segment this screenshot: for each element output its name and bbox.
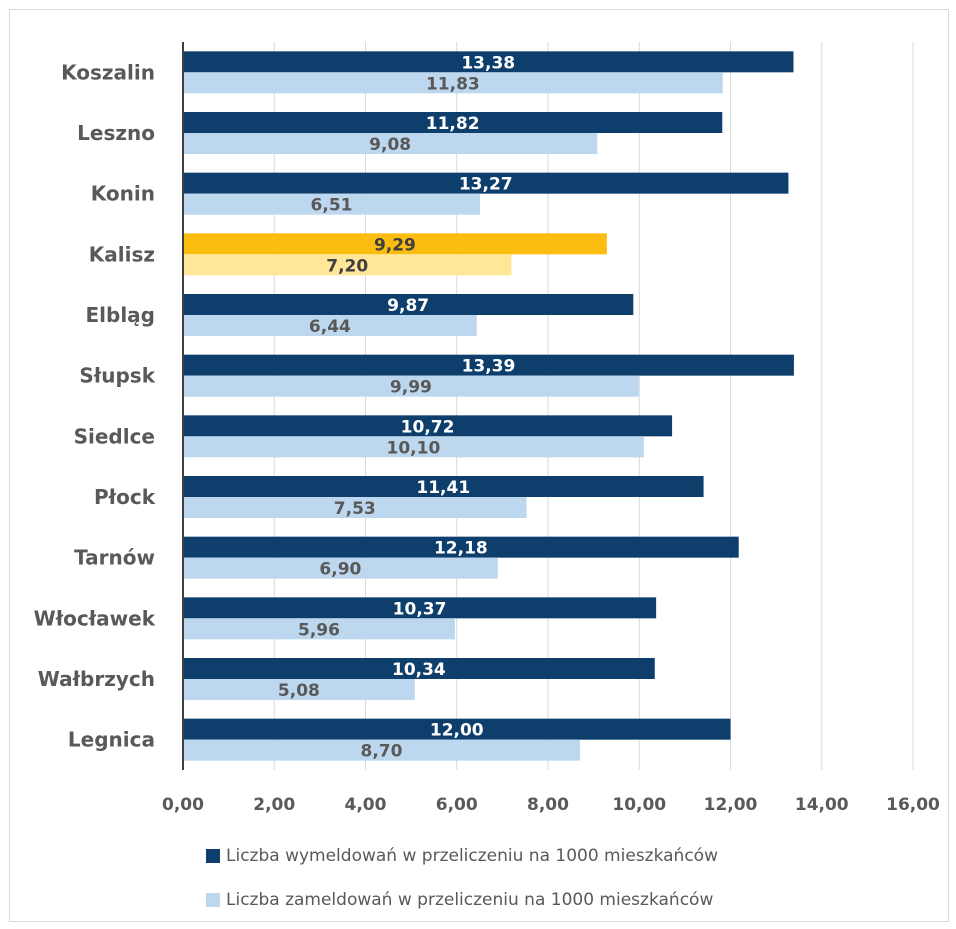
bar-outflow <box>183 233 607 255</box>
category-label: Siedlce <box>74 424 155 448</box>
x-tick-label: 12,00 <box>704 795 758 815</box>
x-tick-label: 2,00 <box>253 795 295 815</box>
category-label: Konin <box>91 182 155 206</box>
data-label: 8,70 <box>360 742 402 762</box>
bar-outflow <box>183 172 789 194</box>
x-tick-label: 0,00 <box>162 795 204 815</box>
bar-inflow <box>183 739 580 761</box>
bar-outflow <box>183 112 723 133</box>
bar-inflow <box>183 618 455 640</box>
category-label: Słupsk <box>79 364 155 388</box>
category-label: Wałbrzych <box>38 667 155 691</box>
bar-inflow <box>183 497 527 518</box>
data-label: 5,96 <box>298 620 340 640</box>
legend-item-inflow: Liczba zameldowań w przeliczeniu na 1000… <box>206 890 713 910</box>
bar-outflow <box>183 658 655 679</box>
bar-outflow <box>183 51 794 73</box>
category-label: Leszno <box>77 121 155 145</box>
legend-swatch-inflow <box>206 893 220 907</box>
data-label: 10,72 <box>401 417 455 437</box>
data-label: 6,51 <box>311 196 353 216</box>
category-label: Kalisz <box>89 242 155 266</box>
x-tick-label: 4,00 <box>345 795 387 815</box>
bar-inflow <box>183 315 477 336</box>
x-tick-labels: 0,00 2,00 4,00 6,00 8,00 10,00 12,00 14,00 16,00 <box>162 795 940 815</box>
legend-label-outflow: Liczba wymeldowań w przeliczeniu na 1000… <box>226 846 718 866</box>
category-label: Legnica <box>68 728 155 752</box>
bar-inflow <box>183 193 481 215</box>
category-label: Elbląg <box>85 303 155 327</box>
bar-inflow <box>183 254 512 276</box>
data-label: 9,08 <box>369 135 411 155</box>
data-label: 9,99 <box>390 378 432 398</box>
x-tick-label: 16,00 <box>886 795 940 815</box>
data-label: 5,08 <box>278 681 320 701</box>
legend-label-inflow: Liczba zameldowań w przeliczeniu na 1000… <box>226 890 714 910</box>
data-label: 7,20 <box>326 256 368 276</box>
data-label: 13,27 <box>459 175 513 195</box>
bar-outflow <box>183 718 731 740</box>
category-label: Płock <box>94 485 156 509</box>
bar-outflow <box>183 354 794 376</box>
data-label: 13,39 <box>462 357 516 377</box>
bar-inflow <box>183 436 644 458</box>
data-label: 7,53 <box>334 499 376 519</box>
bar-inflow <box>183 72 723 94</box>
bar-inflow <box>183 557 498 579</box>
data-label: 10,10 <box>387 438 441 458</box>
data-label: 9,87 <box>387 296 429 316</box>
bar-inflow <box>183 133 598 154</box>
chart-frame <box>9 9 949 922</box>
data-label: 10,34 <box>392 660 446 680</box>
bar-outflow <box>183 536 739 558</box>
data-label: 11,82 <box>426 114 480 134</box>
data-label: 11,41 <box>416 478 470 498</box>
data-label: 10,37 <box>393 599 447 619</box>
data-label: 11,83 <box>426 74 480 94</box>
bar-inflow <box>183 375 639 397</box>
data-label: 12,00 <box>430 721 484 741</box>
category-label: Włocławek <box>34 606 156 630</box>
x-tick-label: 8,00 <box>527 795 569 815</box>
category-label: Tarnów <box>74 546 155 570</box>
x-tick-label: 14,00 <box>795 795 849 815</box>
bar-inflow <box>183 679 415 700</box>
bar-outflow <box>183 294 634 315</box>
data-label: 6,90 <box>319 560 361 580</box>
legend-swatch-outflow <box>206 849 220 863</box>
bar-outflow <box>183 415 673 437</box>
category-label: Koszalin <box>61 60 155 84</box>
data-label: 12,18 <box>434 539 488 559</box>
data-label: 9,29 <box>374 235 416 255</box>
gridlines <box>273 42 914 770</box>
x-tick-label: 10,00 <box>612 795 666 815</box>
x-tick-label: 6,00 <box>436 795 478 815</box>
data-label: 6,44 <box>309 317 351 337</box>
bar-outflow <box>183 476 704 497</box>
legend-item-outflow: Liczba wymeldowań w przeliczeniu na 1000… <box>206 846 718 866</box>
category-labels: Koszalin Leszno Konin Kalisz Elbląg Słupsk Sie… <box>34 60 156 751</box>
data-label: 13,38 <box>461 53 515 73</box>
bar-outflow <box>183 597 657 619</box>
